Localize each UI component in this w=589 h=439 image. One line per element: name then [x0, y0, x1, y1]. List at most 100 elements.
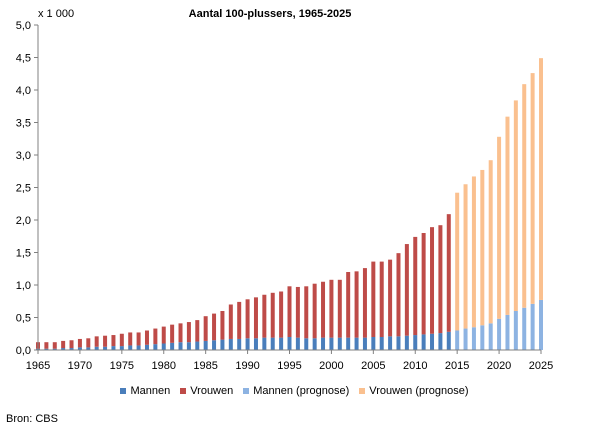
bar-mannen-2002: [346, 337, 351, 350]
bar-mannen-1966: [44, 348, 49, 350]
y-tick-label: 2,5: [16, 183, 31, 195]
bar-mannen-1989: [237, 338, 242, 350]
x-tick-label: 2025: [529, 360, 553, 372]
bar-vrouwen-1975: [119, 333, 124, 347]
bar-vrouwen-prognose-2025: [539, 58, 543, 300]
bar-vrouwen-1973: [103, 335, 108, 347]
source-note: Bron: CBS: [6, 413, 58, 425]
bar-vrouwen-1981: [170, 324, 175, 343]
bar-vrouwen-1992: [262, 294, 267, 338]
bar-mannen-2014: [446, 331, 451, 350]
bar-vrouwen-1986: [212, 313, 217, 341]
bar-vrouwen-2008: [396, 253, 401, 337]
bar-vrouwen-2001: [337, 279, 342, 338]
bar-mannen-2000: [329, 337, 334, 350]
legend-swatch: [243, 388, 250, 394]
legend-label: Vrouwen: [190, 385, 234, 397]
y-tick-label: 3,5: [16, 118, 31, 130]
bar-mannen-prognose-2025: [539, 299, 543, 350]
bar-vrouwen-1970: [77, 338, 82, 348]
bar-vrouwen-prognose-2017: [471, 176, 476, 328]
bar-mannen-prognose-2016: [463, 328, 468, 350]
bar-vrouwen-1976: [128, 332, 133, 346]
y-tick-label: 1,5: [16, 248, 31, 260]
bar-mannen-1982: [178, 342, 183, 350]
bar-mannen-1971: [86, 347, 91, 350]
bar-mannen-1985: [203, 340, 208, 350]
x-tick-label: 1995: [277, 360, 301, 372]
legend-label: Mannen: [130, 385, 171, 397]
bar-vrouwen-prognose-2020: [497, 136, 502, 319]
bar-vrouwen-2004: [362, 268, 367, 338]
bar-vrouwen-prognose-2018: [480, 169, 485, 326]
axes-group: [34, 24, 542, 354]
bar-vrouwen-2007: [388, 259, 393, 337]
bar-mannen-1988: [228, 338, 233, 350]
bar-mannen-2008: [396, 336, 401, 350]
bar-vrouwen-2010: [413, 236, 418, 336]
bar-mannen-1980: [161, 343, 166, 350]
bar-mannen-1999: [321, 337, 326, 350]
bar-mannen-1968: [61, 348, 66, 350]
bar-mannen-2001: [337, 337, 342, 350]
legend-item: Mannen: [120, 385, 170, 397]
bar-mannen-1983: [186, 342, 191, 350]
bar-vrouwen-2013: [438, 225, 443, 334]
bar-vrouwen-prognose-2024: [530, 73, 535, 304]
bar-mannen-1975: [119, 346, 124, 350]
bar-vrouwen-prognose-2022: [513, 100, 518, 312]
bar-mannen-1993: [270, 337, 275, 350]
bar-vrouwen-1999: [321, 281, 326, 338]
bar-vrouwen-1978: [144, 330, 149, 345]
bar-mannen-2004: [362, 337, 367, 350]
y-tick-label: 2,0: [16, 215, 31, 227]
bar-mannen-1974: [111, 346, 116, 350]
bar-mannen-prognose-2023: [522, 307, 527, 350]
bar-vrouwen-prognose-2016: [463, 184, 468, 329]
bar-vrouwen-2003: [354, 271, 359, 338]
bar-mannen-1984: [195, 341, 200, 350]
bar-vrouwen-2000: [329, 279, 334, 338]
legend-item: Vrouwen: [180, 385, 233, 397]
bar-mannen-1978: [144, 344, 149, 350]
bar-mannen-1991: [253, 338, 258, 350]
bar-mannen-1970: [77, 347, 82, 350]
bar-mannen-2012: [430, 333, 435, 350]
bar-mannen-1995: [287, 337, 292, 350]
x-tick-label: 1980: [152, 360, 176, 372]
x-tick-label: 2015: [445, 360, 469, 372]
bar-vrouwen-1984: [195, 320, 200, 342]
x-tick-label: 2020: [487, 360, 511, 372]
bar-vrouwen-1989: [237, 301, 242, 339]
legend-item: Mannen (prognose): [243, 385, 349, 397]
bars-group: [36, 58, 543, 350]
bar-vrouwen-prognose-2023: [522, 84, 527, 308]
bar-vrouwen-1983: [186, 322, 191, 343]
bar-mannen-1973: [103, 346, 108, 350]
bar-vrouwen-1997: [304, 286, 309, 339]
bar-mannen-2009: [404, 335, 409, 350]
bar-mannen-1994: [279, 337, 284, 350]
bar-mannen-2010: [413, 335, 418, 350]
bar-mannen-1976: [128, 345, 133, 350]
bar-vrouwen-1974: [111, 335, 116, 347]
bar-vrouwen-2011: [421, 233, 426, 335]
bar-vrouwen-2012: [430, 227, 435, 334]
bar-vrouwen-2002: [346, 272, 351, 338]
bar-vrouwen-1980: [161, 326, 166, 344]
y-tick-label: 0,5: [16, 313, 31, 325]
legend-item: Vrouwen (prognose): [359, 385, 469, 397]
bar-vrouwen-1991: [253, 297, 258, 339]
bar-mannen-prognose-2022: [513, 311, 518, 350]
bar-mannen-2006: [379, 337, 384, 350]
bar-vrouwen-1990: [245, 299, 250, 339]
bar-mannen-1996: [295, 337, 300, 350]
bar-vrouwen-1985: [203, 316, 208, 341]
bar-vrouwen-1987: [220, 311, 225, 340]
bar-vrouwen-1996: [295, 286, 300, 338]
bar-vrouwen-prognose-2021: [505, 116, 510, 315]
bar-vrouwen-1968: [61, 340, 66, 349]
bar-vrouwen-1994: [279, 291, 284, 338]
y-tick-label: 5,0: [16, 20, 31, 32]
